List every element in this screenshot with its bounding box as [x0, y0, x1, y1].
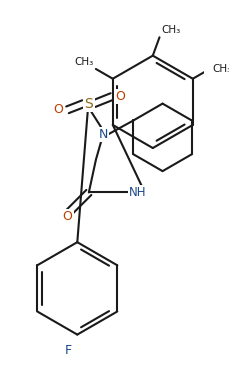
- Text: CH₃: CH₃: [74, 57, 93, 67]
- Text: N: N: [98, 128, 107, 141]
- Text: CH₃: CH₃: [161, 25, 180, 36]
- Text: O: O: [114, 90, 124, 103]
- Text: S: S: [84, 96, 93, 111]
- Text: O: O: [62, 210, 72, 223]
- Text: O: O: [53, 103, 63, 116]
- Text: CH₃: CH₃: [211, 64, 229, 74]
- Text: NH: NH: [128, 186, 146, 199]
- Text: F: F: [65, 344, 72, 357]
